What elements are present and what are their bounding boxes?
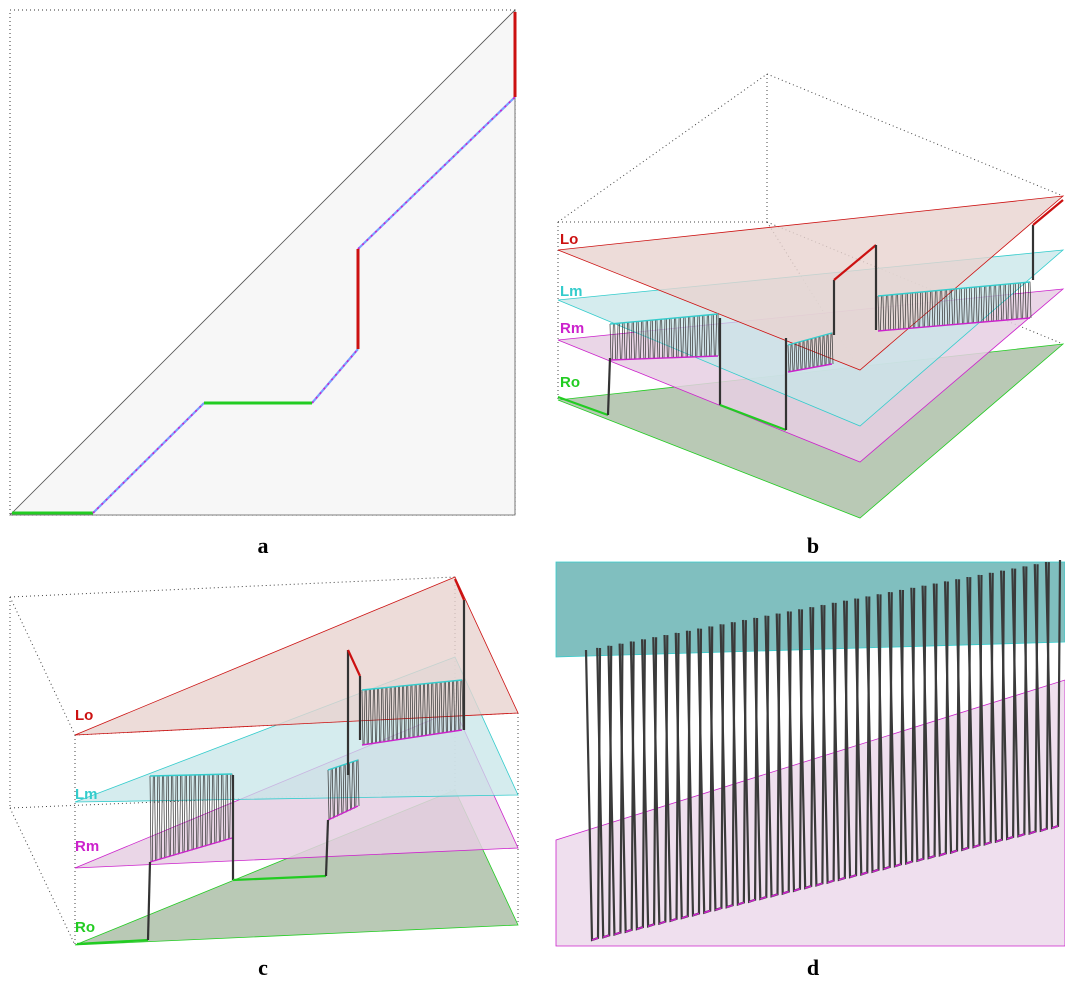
panel-c-comb-left [149, 773, 234, 863]
panel-d-comb-foot [793, 888, 801, 892]
panel-d-comb-foot [973, 844, 980, 848]
panel-d-caption: d [807, 955, 819, 980]
panel-d-comb-foot [692, 912, 700, 917]
panel-d-comb-foot [816, 882, 823, 887]
panel-d-comb-foot [1040, 827, 1048, 832]
panel-d-comb-foot [961, 847, 969, 851]
panel-d-comb-foot [625, 929, 632, 933]
panel-b-comb-left-bottom-edge [609, 355, 719, 361]
panel-a-diagonal-2 [311, 348, 359, 404]
panel-c-comb-right-bottom-edge [361, 729, 463, 746]
panel-d-comb-foot [984, 841, 991, 846]
panel-a-diagonal-steps [92, 96, 516, 514]
panel-c-path [76, 578, 466, 946]
panel-c-comb-right-top-edge [361, 679, 463, 691]
panel-d-comb-foot [1018, 833, 1025, 837]
panel-c-comb-middle [327, 759, 360, 821]
panel-c-lo-plane [74, 576, 519, 736]
panel-b: Lo Lm Rm Ro b [557, 73, 1065, 558]
panel-d-comb-foot [883, 866, 890, 870]
panel-d-comb-foot [703, 909, 711, 914]
panel-b-comb-middle-top-edge [787, 332, 833, 346]
panel-a-caption: a [258, 533, 269, 558]
panel-b-comb-right-top-edge [877, 281, 1031, 297]
panel-d-comb-foot [1051, 825, 1059, 829]
panel-d-comb-foot [670, 918, 677, 922]
panel-d-comb-foot [849, 874, 857, 878]
panel-a-diagonal-dots-1 [92, 402, 205, 514]
panel-b-path [557, 199, 1064, 432]
panel-c-label-ro: Ro [75, 919, 95, 936]
panel-d-comb-foot [950, 849, 958, 854]
panel-d-comb-foot [838, 877, 846, 881]
panel-b-comb-right [877, 281, 1032, 332]
panel-d-comb-foot [1006, 836, 1014, 840]
panel-c-comb-left-bottom-edge [149, 837, 233, 863]
panel-d-comb-foot [715, 907, 722, 911]
panel-d-comb-foot [939, 852, 947, 857]
panel-d-comb-foot [995, 838, 1003, 843]
panel-b-comb-left [609, 313, 720, 361]
panel-d-comb-foot [647, 923, 655, 928]
panel-d-comb [584, 559, 1062, 942]
panel-d-comb-foot [872, 868, 879, 873]
panel-c-comb-middle-top-edge [327, 759, 359, 771]
panel-c-comb-right [361, 679, 464, 746]
panel-d-comb-foot [894, 863, 902, 868]
panel-b-comb-middle-bottom-edge [787, 363, 833, 373]
panel-c-comb-middle-zigzag [327, 759, 360, 821]
panel-d-comb-foot [726, 904, 733, 908]
panel-d-comb-foot [771, 893, 778, 898]
panel-d-comb-foot [636, 926, 644, 930]
panel-d-comb-foot [1029, 830, 1036, 835]
panel-c-comb-left-top-edge [149, 773, 233, 777]
panel-b-comb-right-bottom-edge [877, 317, 1031, 332]
panel-c-label-lo: Lo [75, 707, 93, 724]
panel-a-frame [9, 9, 516, 516]
panel-b-comb-right-zigzag [877, 281, 1032, 332]
panel-c-caption: c [258, 955, 268, 980]
panel-d-comb-foot [760, 896, 767, 900]
panel-d-comb-foot [737, 901, 745, 906]
panel-a-diagonal-dots-3 [357, 96, 516, 250]
panel-d-comb-foot [917, 858, 924, 862]
panel-b-label-lo: Lo [560, 231, 578, 248]
panel-d-comb-foot [591, 937, 599, 941]
panel-c-label-lm: Lm [75, 786, 98, 803]
panel-d-comb-foot [905, 860, 913, 865]
panel-b-comb-left-top-edge [609, 313, 719, 325]
panel-d-comb-foot [827, 879, 834, 884]
panel-c-comb-right-zigzag [361, 679, 464, 746]
panel-b-label-rm: Rm [560, 320, 584, 337]
panel-d-comb-foot [861, 871, 868, 876]
panel-a: a [9, 9, 517, 558]
panel-d-comb-foot [681, 915, 689, 919]
panel-b-label-lm: Lm [560, 283, 583, 300]
panel-c: Lo Lm Rm Ro c [9, 576, 519, 980]
panel-b-lo-plane [557, 195, 1065, 371]
panel-b-comb-middle [787, 332, 834, 373]
panel-c-label-rm: Rm [75, 838, 99, 855]
panel-c-comb-middle-bottom-edge [327, 805, 359, 821]
panel-d-comb-foot [748, 898, 756, 903]
panel-b-caption: b [807, 533, 819, 558]
panel-b-label-ro: Ro [560, 374, 580, 391]
panel-a-triangle [9, 9, 516, 516]
panel-c-bounding-box [9, 576, 519, 946]
panel-d-comb-foot [659, 920, 666, 925]
panel-c-comb-left-zigzag [149, 773, 234, 863]
panel-d: d [555, 559, 1065, 980]
panel-d-comb-foot [804, 885, 812, 889]
panel-d-comb-foot [782, 890, 789, 895]
panel-d-comb-foot [614, 931, 621, 936]
panel-d-comb-foot [602, 934, 610, 939]
panel-d-comb-foot [928, 855, 935, 859]
